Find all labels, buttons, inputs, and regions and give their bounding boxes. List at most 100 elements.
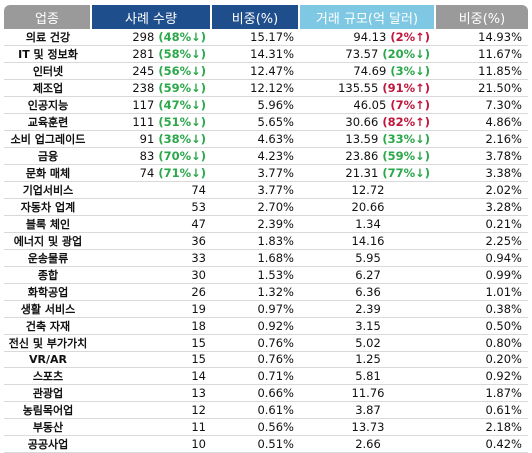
case-share-cell: 0.76% — [212, 335, 300, 352]
deal-volume-change: (7%↑) — [390, 98, 430, 112]
volume-share-cell: 3.38% — [436, 165, 528, 182]
case-count-cell: 15 — [92, 352, 212, 368]
volume-share-value: 2.02% — [485, 183, 522, 197]
case-share-cell: 2.70% — [212, 199, 300, 216]
industry-cell: 부동산 — [4, 419, 92, 436]
case-share-value: 4.23% — [257, 149, 294, 163]
case-count-value: 281 — [132, 47, 155, 61]
case-count-change: (58%↓) — [158, 47, 206, 61]
deal-volume-cell: 1.34 — [300, 216, 436, 233]
case-count-value: 12 — [191, 402, 206, 417]
volume-share-value: 14.93% — [478, 30, 522, 44]
volume-share-value: 0.92% — [485, 368, 522, 383]
case-count-cell: 18 — [92, 318, 212, 335]
volume-share-value: 0.21% — [485, 217, 522, 231]
volume-share-cell: 0.80% — [436, 335, 528, 352]
table-header: 업종 사례 수량 비중(%) 거래 규모(억 달러) 비중(%) — [4, 5, 528, 29]
volume-share-cell: 3.28% — [436, 199, 528, 216]
volume-share-cell: 3.78% — [436, 148, 528, 165]
case-share-value: 3.77% — [257, 183, 294, 197]
case-count-value: 26 — [191, 285, 206, 299]
table-row: 블록 체인 47 2.39% 1.34 0.21% — [4, 216, 528, 233]
volume-share-value: 1.01% — [485, 285, 522, 299]
deal-volume-cell: 5.95 — [300, 250, 436, 267]
case-count-cell: 11 — [92, 419, 212, 436]
table-row: 건축 자재 18 0.92% 3.15 0.50% — [4, 318, 528, 335]
industry-name: 에너지 및 광업 — [13, 235, 83, 248]
case-count-cell: 117 (47%↓) — [92, 97, 212, 114]
case-count-cell: 53 — [92, 199, 212, 216]
case-share-cell: 5.65% — [212, 114, 300, 131]
case-share-value: 12.47% — [250, 64, 294, 78]
case-share-cell: 3.77% — [212, 165, 300, 182]
case-count-cell: 83 (70%↓) — [92, 148, 212, 165]
industry-cell: 관광업 — [4, 385, 92, 402]
case-count-change: (71%↓) — [158, 166, 206, 180]
industry-cell: 자동차 업계 — [4, 199, 92, 216]
industry-name: 전신 및 부가가치 — [8, 337, 88, 350]
volume-share-value: 0.80% — [485, 336, 522, 350]
case-count-value: 33 — [191, 251, 206, 265]
case-share-value: 1.68% — [257, 251, 294, 265]
industry-name: 의료 건강 — [25, 31, 71, 44]
deal-volume-value: 5.95 — [355, 251, 381, 265]
volume-share-cell: 0.42% — [436, 436, 528, 453]
case-count-value: 117 — [132, 98, 155, 112]
deal-volume-cell: 73.57 (20%↓) — [300, 46, 436, 63]
industry-cell: IT 및 정보화 — [4, 46, 92, 63]
case-count-cell: 298 (48%↓) — [92, 29, 212, 46]
volume-share-cell: 2.02% — [436, 182, 528, 199]
industry-cell: 소비 업그레이드 — [4, 131, 92, 148]
deal-volume-value: 13.59 — [345, 132, 379, 146]
deal-volume-value: 74.69 — [353, 64, 387, 78]
industry-cell: 생활 서비스 — [4, 301, 92, 318]
case-share-value: 0.56% — [257, 419, 294, 434]
case-count-cell: 13 — [92, 385, 212, 402]
deal-volume-change: (2%↑) — [390, 30, 430, 44]
volume-share-value: 2.18% — [485, 419, 522, 434]
deal-volume-value: 6.36 — [355, 285, 381, 299]
deal-volume-value: 2.39 — [355, 302, 381, 316]
deal-volume-value: 21.31 — [345, 166, 379, 180]
deal-volume-value: 5.81 — [355, 368, 381, 383]
volume-share-cell: 2.18% — [436, 419, 528, 436]
industry-name: 건축 자재 — [25, 320, 71, 333]
volume-share-value: 0.50% — [485, 319, 522, 333]
volume-share-cell: 0.20% — [436, 352, 528, 368]
volume-share-value: 1.87% — [485, 385, 522, 400]
deal-volume-value: 14.16 — [351, 234, 385, 248]
deal-volume-change: (91%↑) — [382, 81, 430, 95]
case-count-cell: 281 (58%↓) — [92, 46, 212, 63]
industry-name: 화학공업 — [27, 286, 69, 299]
table-body: 의료 건강 298 (48%↓) 15.17% 94.13 (2%↑) 14.93% IT 및… — [4, 29, 528, 453]
case-count-cell: 47 — [92, 216, 212, 233]
case-count-value: 15 — [191, 352, 206, 367]
header-volume-share: 비중(%) — [436, 5, 528, 29]
case-share-cell: 1.68% — [212, 250, 300, 267]
case-count-cell: 111 (51%↓) — [92, 114, 212, 131]
case-count-value: 83 — [139, 149, 155, 163]
deal-volume-cell: 6.27 — [300, 267, 436, 284]
case-share-value: 0.92% — [257, 319, 294, 333]
industry-cell: 운송물류 — [4, 250, 92, 267]
deal-volume-change: (59%↓) — [382, 149, 430, 163]
industry-cell: 에너지 및 광업 — [4, 233, 92, 250]
table-row: 금융 83 (70%↓) 4.23% 23.86 (59%↓) 3.78% — [4, 148, 528, 165]
case-count-cell: 238 (59%↓) — [92, 80, 212, 97]
case-share-value: 12.12% — [250, 81, 294, 95]
deal-volume-value: 1.34 — [355, 217, 381, 231]
case-share-cell: 2.39% — [212, 216, 300, 233]
case-count-value: 11 — [191, 419, 206, 434]
case-count-cell: 19 — [92, 301, 212, 318]
case-count-cell: 14 — [92, 368, 212, 385]
volume-share-value: 0.42% — [485, 436, 522, 451]
industry-name: VR/AR — [29, 352, 67, 366]
case-count-value: 36 — [191, 234, 206, 248]
deal-volume-cell: 23.86 (59%↓) — [300, 148, 436, 165]
case-count-value: 10 — [191, 436, 206, 451]
volume-share-cell: 14.93% — [436, 29, 528, 46]
industry-cell: 전신 및 부가가치 — [4, 335, 92, 352]
case-share-value: 5.65% — [257, 115, 294, 129]
table-row: VR/AR 15 0.76% 1.25 0.20% — [4, 352, 528, 368]
case-share-value: 2.70% — [257, 200, 294, 214]
